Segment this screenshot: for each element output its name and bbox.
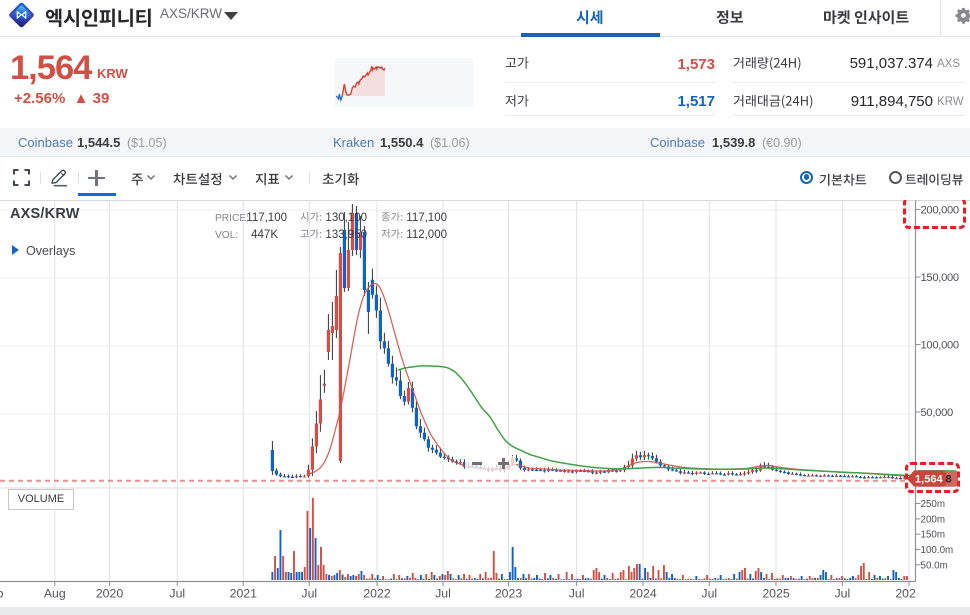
svg-text:1,564: 1,564 [915,474,943,486]
svg-text:50,000: 50,000 [921,407,953,419]
svg-text:Aug: Aug [44,587,66,601]
svg-text:100.0m: 100.0m [921,545,954,556]
svg-text:150,000: 150,000 [921,272,959,284]
svg-text:250m: 250m [921,499,946,510]
svg-text:2020: 2020 [96,587,124,601]
svg-text:2026: 2026 [895,587,923,601]
svg-text:2024: 2024 [629,587,657,601]
svg-text:Jul: Jul [835,587,851,601]
svg-text:100,000: 100,000 [921,340,959,352]
svg-text:2021: 2021 [230,587,258,601]
svg-text:Jul: Jul [169,587,185,601]
svg-text:200,000: 200,000 [921,205,959,217]
svg-text:200m: 200m [921,514,946,525]
svg-text:2023: 2023 [495,587,523,601]
svg-text:Jul: Jul [701,587,717,601]
svg-text:50.0m: 50.0m [921,560,948,571]
svg-text:Jul: Jul [301,587,317,601]
svg-text:b: b [0,587,4,601]
svg-text:150m: 150m [921,530,946,541]
svg-text:2025: 2025 [762,587,790,601]
svg-text:2022: 2022 [363,587,391,601]
svg-text:Jul: Jul [569,587,585,601]
svg-text:8: 8 [945,474,951,486]
svg-text:Jul: Jul [435,587,451,601]
